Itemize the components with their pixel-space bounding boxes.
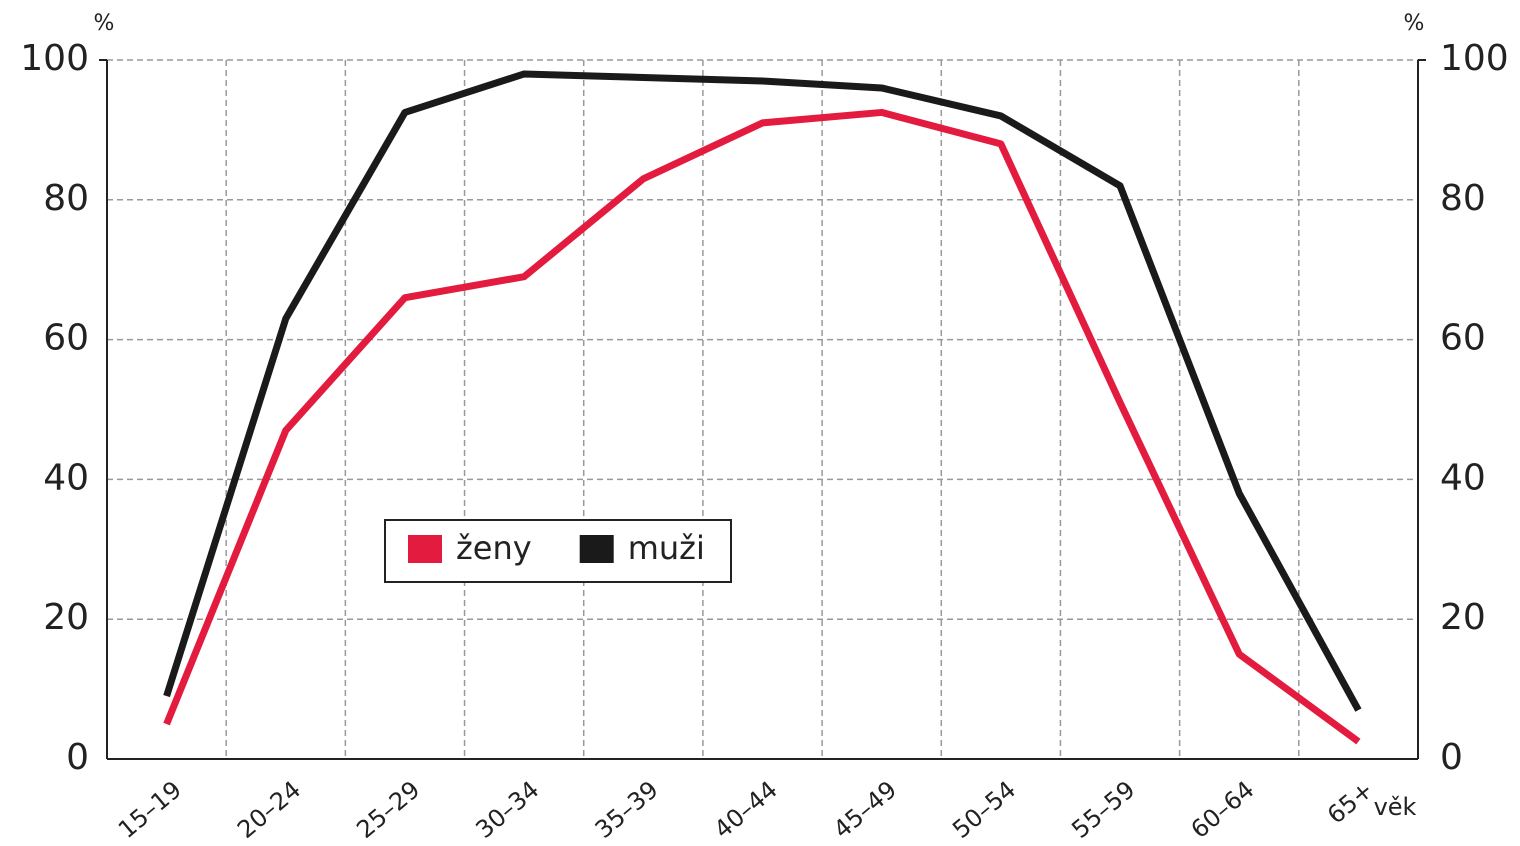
- legend-swatch: [579, 535, 614, 563]
- y-tick-label: 40: [43, 457, 89, 498]
- y-axis-label: %: [94, 11, 115, 36]
- series-line: [163, 108, 1361, 745]
- x-tick-label: 45–49: [828, 776, 902, 844]
- x-tick-label: 50–54: [947, 776, 1021, 844]
- x-tick-label: 25–29: [351, 776, 425, 844]
- y2-tick-label: 0: [1440, 737, 1463, 778]
- y-tick-label: 100: [20, 38, 89, 79]
- y-tick-label: 20: [43, 597, 89, 638]
- legend-box: [384, 519, 732, 583]
- legend-label: muži: [628, 529, 705, 567]
- x-tick-label: 20–24: [232, 776, 306, 844]
- y2-tick-label: 60: [1440, 318, 1486, 359]
- x-tick-label: 15–19: [113, 776, 187, 844]
- y2-axis-label: %: [1404, 11, 1425, 36]
- x-tick-label: 65+: [1322, 776, 1379, 830]
- legend-swatch: [408, 535, 442, 563]
- series-line: [163, 70, 1362, 712]
- x-tick-label: 55–59: [1066, 776, 1140, 844]
- x-tick-label: 35–39: [590, 776, 664, 844]
- x-axis-label: věk: [1374, 793, 1417, 821]
- y2-tick-label: 80: [1440, 178, 1486, 219]
- y-tick-label: 0: [66, 737, 89, 778]
- x-tick-label: 30–34: [471, 776, 545, 844]
- y2-tick-label: 20: [1440, 597, 1486, 638]
- y2-tick-label: 40: [1440, 457, 1486, 498]
- x-tick-label: 60–64: [1186, 776, 1260, 844]
- legend: ženy muži: [384, 519, 732, 583]
- y2-tick-label: 100: [1440, 38, 1509, 79]
- y-tick-label: 80: [43, 178, 89, 219]
- y-tick-label: 60: [43, 318, 89, 359]
- x-tick-label: 40–44: [709, 776, 783, 844]
- legend-label: ženy: [456, 529, 532, 567]
